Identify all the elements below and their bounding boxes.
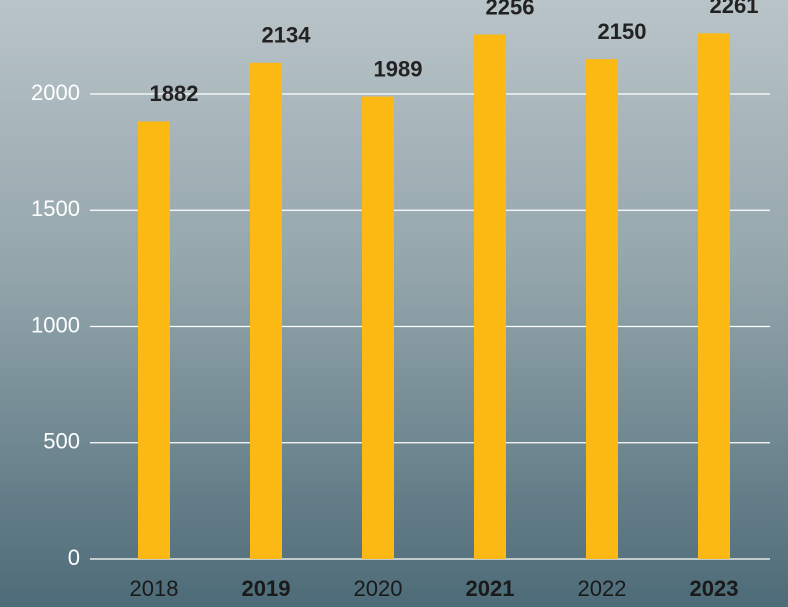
bar (250, 63, 282, 559)
bar (474, 34, 506, 559)
bar (138, 121, 170, 559)
bar (586, 59, 618, 559)
value-label: 1989 (374, 56, 423, 81)
x-tick-label: 2018 (130, 576, 179, 601)
value-label: 2150 (598, 19, 647, 44)
value-label: 2256 (486, 0, 535, 19)
x-tick-label: 2020 (354, 576, 403, 601)
y-tick-label: 2000 (31, 80, 80, 105)
y-tick-label: 1000 (31, 312, 80, 337)
x-tick-label: 2022 (578, 576, 627, 601)
y-tick-label: 1500 (31, 196, 80, 221)
value-label: 2134 (262, 23, 312, 48)
x-tick-label: 2019 (242, 576, 291, 601)
y-tick-label: 0 (68, 545, 80, 570)
value-label: 1882 (150, 81, 199, 106)
value-label: 2261 (710, 0, 759, 18)
chart: 0 500 1000 1500 2000 2018 1882 2019 2134 2020 1989… (0, 0, 788, 607)
x-tick-label: 2021 (466, 576, 515, 601)
bar (698, 33, 730, 559)
x-tick-label: 2023 (690, 576, 739, 601)
bar (362, 97, 394, 559)
y-tick-label: 500 (43, 429, 80, 454)
